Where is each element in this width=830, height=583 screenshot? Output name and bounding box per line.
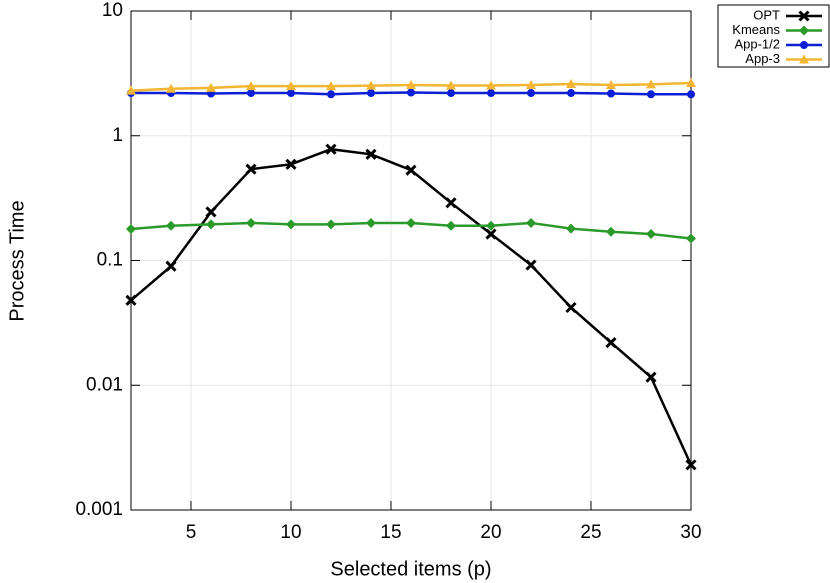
marker xyxy=(647,90,655,99)
marker xyxy=(799,54,809,64)
y-tick-label: 0.01 xyxy=(86,374,123,395)
marker xyxy=(607,89,615,98)
marker xyxy=(605,336,617,349)
y-tick-label: 0.1 xyxy=(97,250,123,271)
marker xyxy=(245,163,257,175)
y-tick-label: 0.001 xyxy=(75,499,123,520)
legend-label: App-1/2 xyxy=(734,36,780,51)
marker xyxy=(205,206,217,218)
legend-label: Kmeans xyxy=(732,22,780,37)
marker xyxy=(445,197,457,209)
marker xyxy=(487,89,495,98)
marker xyxy=(686,233,696,244)
marker xyxy=(686,77,696,87)
marker xyxy=(565,301,577,314)
marker xyxy=(165,260,177,272)
marker xyxy=(206,82,216,92)
x-axis-label: Selected items (p) xyxy=(330,558,491,580)
marker xyxy=(566,223,576,234)
marker xyxy=(447,89,455,98)
marker xyxy=(687,90,695,99)
marker xyxy=(286,81,296,91)
marker xyxy=(366,80,376,90)
marker xyxy=(798,10,810,22)
marker xyxy=(799,25,809,36)
marker xyxy=(527,89,535,98)
x-tick-label: 15 xyxy=(380,522,401,543)
marker xyxy=(246,217,256,228)
marker xyxy=(125,294,137,306)
marker xyxy=(525,259,537,271)
marker xyxy=(685,459,697,471)
marker xyxy=(526,217,536,228)
marker xyxy=(646,79,656,89)
marker xyxy=(367,89,375,98)
marker xyxy=(246,81,256,91)
marker xyxy=(327,90,335,99)
marker xyxy=(526,80,536,90)
y-axis-label: Process Time xyxy=(6,200,28,321)
marker xyxy=(206,219,216,230)
marker xyxy=(405,164,417,176)
x-tick-label: 25 xyxy=(580,522,601,543)
marker xyxy=(567,89,575,98)
y-tick-label: 10 xyxy=(102,0,123,21)
marker xyxy=(486,220,496,231)
marker xyxy=(326,81,336,91)
marker xyxy=(406,217,416,228)
x-tick-label: 20 xyxy=(480,522,501,543)
marker xyxy=(287,89,295,98)
marker xyxy=(325,143,337,155)
y-tick-label: 1 xyxy=(112,125,123,146)
marker xyxy=(645,371,657,383)
marker xyxy=(486,80,496,90)
marker xyxy=(166,220,176,231)
marker xyxy=(606,226,616,237)
marker xyxy=(366,217,376,228)
marker xyxy=(446,220,456,231)
marker xyxy=(365,148,377,160)
marker xyxy=(247,89,255,98)
series-line xyxy=(130,147,693,466)
marker xyxy=(407,88,415,97)
marker xyxy=(326,219,336,230)
marker xyxy=(126,85,136,95)
marker xyxy=(606,80,616,90)
legend-label: OPT xyxy=(753,7,780,22)
marker xyxy=(485,228,497,240)
marker xyxy=(406,80,416,90)
x-tick-label: 5 xyxy=(186,522,197,543)
plot-frame xyxy=(130,10,692,511)
marker xyxy=(286,219,296,230)
legend-label: App-3 xyxy=(745,51,780,66)
marker xyxy=(800,41,808,49)
marker xyxy=(446,80,456,90)
marker xyxy=(646,229,656,240)
marker xyxy=(566,78,576,88)
x-tick-label: 10 xyxy=(280,522,301,543)
marker xyxy=(126,223,136,234)
marker xyxy=(285,158,297,170)
marker xyxy=(166,83,176,93)
x-tick-label: 30 xyxy=(680,522,701,543)
